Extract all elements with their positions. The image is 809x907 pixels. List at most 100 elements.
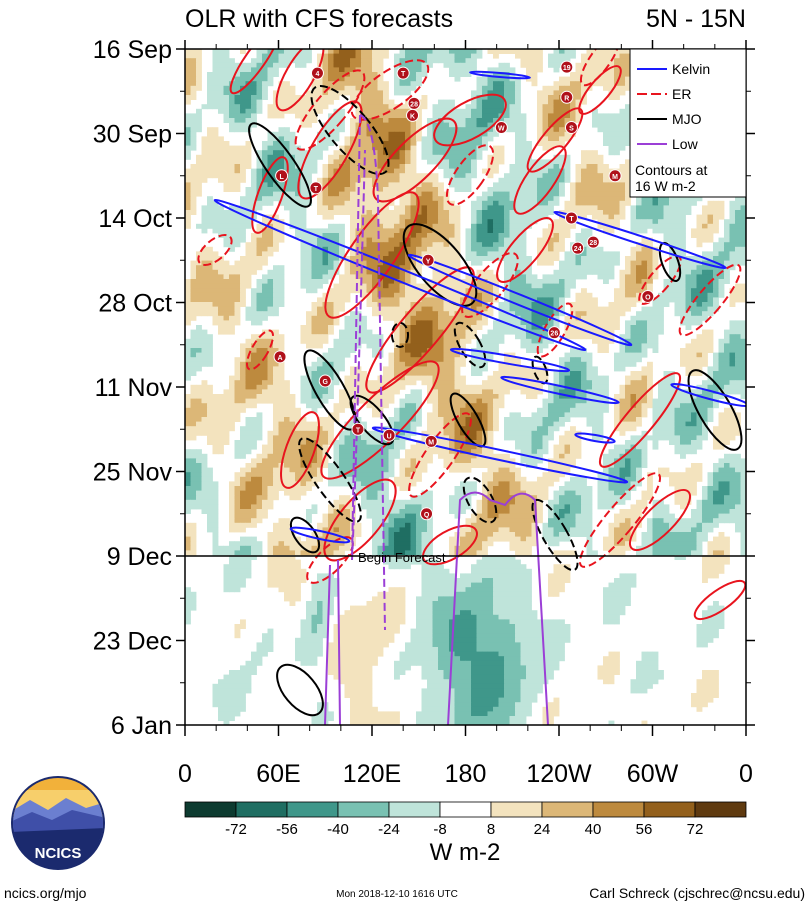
er-contour-positive (324, 191, 420, 319)
legend: Kelvin ER MJO Low Contours at 16 W m-2 (629, 48, 747, 198)
colorbar-label: 40 (585, 821, 602, 838)
storm-marker-label: R (564, 95, 569, 102)
y-tick-label: 16 Sep (93, 36, 172, 64)
x-axis: 0 60E 120E 180 120W 60W 0 (178, 40, 753, 788)
er-contour-positive (433, 93, 507, 147)
storm-marker: 28 (407, 96, 421, 110)
storm-marker-label: K (410, 113, 415, 120)
storm-marker-label: W (498, 125, 505, 132)
legend-box (629, 48, 747, 198)
mjo-contour-negative (453, 321, 487, 369)
colorbar-swatch (184, 801, 237, 818)
chart-title: OLR with CFS forecasts (185, 5, 453, 33)
storm-marker-symbol (318, 374, 332, 388)
colorbar-swatch (490, 801, 543, 818)
storm-marker-label: Y (426, 258, 431, 265)
storm-marker-label: U (387, 433, 392, 440)
storm-marker-symbol (641, 289, 655, 303)
x-tick-label: 60E (256, 760, 300, 788)
storm-marker-symbol (571, 241, 585, 255)
y-tick-label: 11 Nov (95, 374, 173, 402)
low-contour-positive-pacific (447, 491, 549, 725)
storm-marker: K (406, 108, 420, 122)
storm-marker-symbol (420, 507, 434, 521)
er-contour-negative (445, 144, 495, 206)
storm-marker-label: T (356, 427, 361, 434)
mjo-contour-negative (391, 322, 409, 348)
colorbar-label: -72 (225, 821, 247, 838)
footer-url: ncics.org/mjo (4, 885, 87, 901)
colorbar-label: -40 (327, 821, 349, 838)
storm-marker-symbol (396, 66, 410, 80)
er-contour-positive (323, 478, 397, 562)
colorbar-swatch (439, 801, 492, 818)
storm-marker-label: 26 (550, 331, 558, 338)
storm-marker-label: T (314, 186, 319, 193)
storm-marker: L (275, 169, 289, 183)
er-contour-negative (461, 252, 519, 318)
colorbar-swatch (643, 801, 696, 818)
storm-marker: U (382, 428, 396, 442)
legend-label-kelvin: Kelvin (672, 61, 710, 77)
y-tick-label: 28 Oct (98, 290, 172, 318)
storm-marker-label: 28 (589, 240, 597, 247)
x-tick-label: 0 (178, 760, 192, 788)
kelvin-contour (289, 526, 351, 544)
storm-marker-label: 24 (574, 246, 582, 253)
er-contour-negative (246, 329, 274, 371)
storm-marker-symbol (494, 120, 508, 134)
colorbar: -72 -56 -40 -24 -8 8 24 40 56 72 (184, 801, 747, 838)
storm-marker-symbol (547, 326, 561, 340)
colorbar-label: -24 (378, 821, 400, 838)
er-contour-positive (297, 100, 363, 200)
colorbar-units: W m-2 (430, 839, 501, 866)
er-contour-negative (578, 472, 662, 568)
er-contour-positive (693, 579, 746, 621)
storm-marker: T (351, 422, 365, 436)
kelvin-contour (553, 210, 727, 270)
storm-marker-label: 4 (316, 71, 320, 78)
y-axis: 16 Sep 30 Sep 14 Oct 28 Oct 11 Nov 25 Nov 9 De… (93, 36, 755, 740)
mjo-contour-negative (298, 437, 362, 523)
storm-marker-symbol (608, 169, 622, 183)
kelvin-contour (407, 253, 633, 347)
colorbar-swatch (388, 801, 441, 818)
storm-marker-label: 28 (410, 101, 418, 108)
storm-marker: M (608, 169, 622, 183)
legend-label-er: ER (672, 86, 691, 102)
legend-note-line-1: Contours at (635, 162, 707, 178)
low-contour-positive (324, 559, 341, 725)
forecast-start-label: Begin Forecast (358, 550, 446, 565)
er-contour-positive (372, 117, 458, 203)
storm-marker: G (318, 374, 332, 388)
mjo-contour-negative (310, 84, 390, 176)
kelvin-contour (574, 432, 616, 444)
storm-marker-symbol (424, 434, 438, 448)
er-contour-positive (496, 217, 554, 283)
storm-marker-symbol (564, 211, 578, 225)
legend-note-line-2: 16 W m-2 (635, 178, 696, 194)
storm-marker: T (309, 181, 323, 195)
storm-marker: A (273, 350, 287, 364)
y-tick-label: 23 Dec (93, 628, 172, 656)
storm-marker-symbol (273, 350, 287, 364)
x-tick-label: 0 (739, 760, 753, 788)
storm-marker: T (396, 66, 410, 80)
colorbar-label: 56 (636, 821, 653, 838)
legend-label-low: Low (672, 136, 699, 152)
er-contour-positive (598, 372, 682, 468)
storm-marker-label: Q (424, 512, 430, 519)
storm-marker: R (560, 90, 574, 104)
storm-marker-label: L (279, 174, 284, 181)
colorbar-label: 72 (687, 821, 704, 838)
mjo-contour-positive (276, 663, 324, 717)
storm-marker: 26 (547, 326, 561, 340)
kelvin-contour (371, 426, 629, 484)
colorbar-label: -56 (276, 821, 298, 838)
x-tick-label: 180 (445, 760, 487, 788)
storm-marker-label: 19 (563, 65, 571, 72)
storm-marker: M (424, 434, 438, 448)
colorbar-swatch (337, 801, 390, 818)
storm-marker-symbol (382, 428, 396, 442)
